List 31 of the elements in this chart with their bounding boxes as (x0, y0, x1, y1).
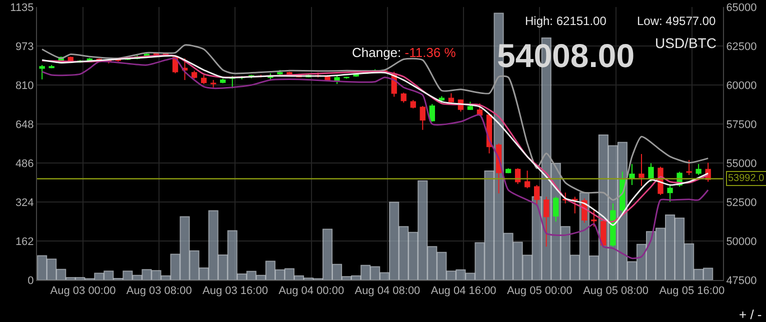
annotation: High: 62151.00 (525, 14, 607, 28)
x-tick-label: Aug 05 16:00 (659, 285, 725, 298)
x-tick-label: Aug 03 00:00 (50, 285, 116, 298)
annotation: Change: -11.36 % (352, 45, 456, 60)
ref-line-label: 53992.0 (728, 173, 765, 184)
y2-tick-label: 47500 (726, 274, 757, 287)
y-tick-label: 162 (15, 236, 34, 248)
y2-tick-label: 62500 (726, 40, 757, 53)
x-tick-label: Aug 04 16:00 (430, 285, 496, 298)
x-tick-label: Aug 03 16:00 (202, 285, 268, 298)
y-tick-label: 648 (15, 118, 34, 131)
y-tick-label: 324 (15, 196, 34, 209)
y-tick-label: 973 (15, 40, 34, 53)
x-tick-label: Aug 03 08:00 (126, 285, 192, 298)
annotation: Low: 49577.00 (637, 14, 716, 28)
y2-tick-label: 57500 (726, 118, 757, 131)
x-tick-label: Aug 04 08:00 (354, 285, 420, 298)
text: + / - (739, 307, 762, 322)
y2-tick-label: 55000 (726, 158, 757, 170)
y-tick-label: 486 (15, 158, 34, 170)
y-tick-label: 0 (28, 274, 34, 287)
y-tick-label: 1135 (10, 2, 34, 14)
y-tick-label: 810 (15, 80, 34, 92)
y2-tick-label: 60000 (726, 80, 757, 92)
y2-tick-label: 65000 (726, 2, 757, 14)
annotation: USD/BTC (655, 35, 716, 51)
x-tick-label: Aug 04 00:00 (278, 285, 344, 298)
x-tick-label: Aug 05 08:00 (583, 285, 649, 298)
x-tick-label: Aug 05 00:00 (506, 285, 572, 298)
y2-tick-label: 50000 (726, 236, 757, 248)
y2-tick-label: 52500 (726, 196, 757, 209)
